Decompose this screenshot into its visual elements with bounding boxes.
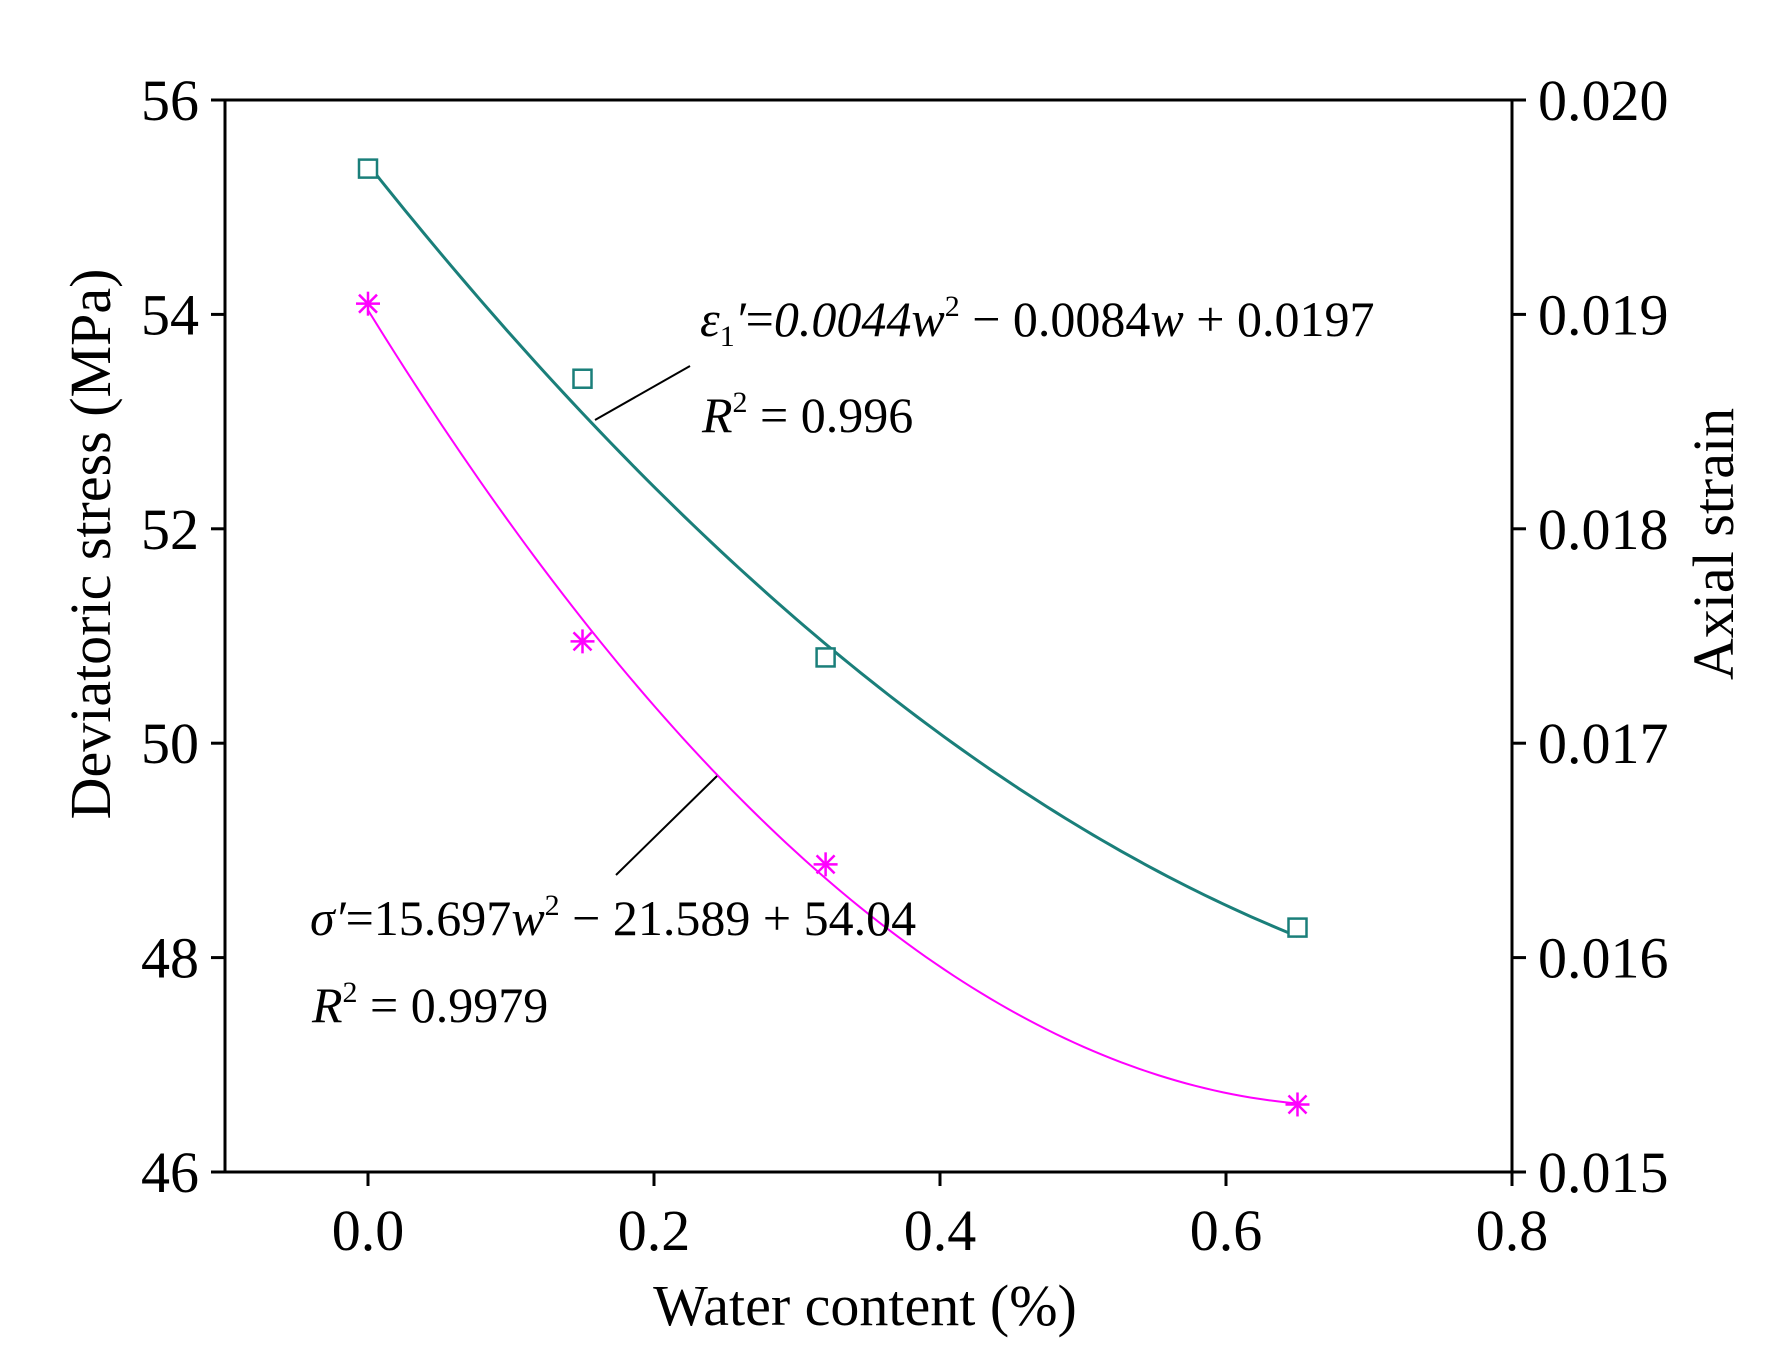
strain-equation-leader [594, 365, 691, 421]
axial-strain-point [572, 368, 593, 389]
x-tick-label: 0.4 [904, 1198, 977, 1263]
strain-eq-rest2: + 0.0197 [1184, 291, 1375, 347]
asterisk-stroke [815, 854, 836, 875]
x-tick-label: 0.6 [1190, 1198, 1263, 1263]
asterisk-stroke [358, 293, 378, 314]
x-tick-label: 0.2 [618, 1198, 691, 1263]
x-axis-title: Water content (%) [653, 1273, 1077, 1338]
stress-eq-superscript: 2 [545, 889, 560, 922]
stress-eq-coef: =15.697 [346, 890, 512, 946]
deviatoric-stress-point [356, 291, 380, 316]
strain-eq-subscript: 1 [720, 320, 735, 353]
strain-eq-var: w [911, 291, 944, 347]
strain-r2-superscript: 2 [733, 386, 748, 419]
left-y-axis-ticks: 46 48 50 52 54 56 [141, 68, 225, 1205]
left-y-tick-label: 52 [141, 497, 199, 562]
stress-r2-value: = 0.9979 [358, 977, 549, 1033]
stress-r2: R2 = 0.9979 [311, 976, 548, 1033]
left-y-tick-label: 46 [141, 1140, 199, 1205]
deviatoric-stress-point [570, 629, 595, 654]
strain-eq-rest1: − 0.0084 [960, 291, 1151, 347]
deviatoric-stress-fit-curve [367, 309, 1298, 1105]
strain-equation: ε1′=0.0044w2 − 0.0084w + 0.0197 [700, 290, 1374, 353]
strain-eq-lhs: ε [700, 291, 720, 347]
data-markers [356, 158, 1310, 1117]
stress-eq-var: w [511, 890, 544, 946]
strain-eq-superscript: 2 [945, 290, 960, 323]
asterisk-stroke [572, 631, 593, 652]
strain-eq-prime: ′ [735, 291, 747, 347]
x-tick-label: 0.0 [332, 1198, 405, 1263]
deviatoric-stress-point [1285, 1092, 1310, 1117]
axial-strain-point [357, 158, 379, 179]
axial-strain-fit-curve [366, 163, 1299, 938]
plot-border [223, 98, 1514, 1174]
stress-r2-var: R [311, 977, 343, 1033]
strain-eq-var2: w [1150, 291, 1183, 347]
left-y-tick-label: 50 [141, 711, 199, 776]
x-axis-ticks: 0.0 0.2 0.4 0.6 0.8 [332, 1172, 1549, 1263]
right-y-axis-title: Axial strain [1681, 408, 1746, 680]
strain-r2-var: R [701, 387, 733, 443]
right-y-tick-label: 0.017 [1538, 711, 1669, 776]
strain-r2-value: = 0.996 [748, 387, 914, 443]
asterisk-stroke [1287, 1094, 1308, 1115]
axial-strain-point [815, 647, 836, 668]
plot-frame [223, 98, 1514, 1174]
x-tick-label: 0.8 [1476, 1198, 1549, 1263]
stress-eq-rest: − 21.589 + 54.04 [560, 890, 916, 946]
stress-r2-superscript: 2 [343, 976, 358, 1009]
deviatoric-stress-point [813, 852, 838, 877]
left-y-tick-label: 54 [141, 282, 199, 347]
right-y-tick-label: 0.015 [1538, 1140, 1669, 1205]
right-y-axis-ticks: 0.015 0.016 0.017 0.018 0.019 0.020 [1512, 68, 1669, 1205]
right-y-tick-label: 0.016 [1538, 926, 1669, 991]
axial-strain-point [1287, 917, 1308, 938]
stress-eq-lhs: σ′ [310, 890, 347, 946]
strain-eq-equals: = [746, 291, 774, 347]
stress-equation-leader [615, 775, 718, 876]
strain-eq-coef: 0.0044 [774, 291, 912, 347]
left-y-tick-label: 48 [141, 926, 199, 991]
strain-r2: R2 = 0.996 [701, 386, 913, 443]
right-y-tick-label: 0.020 [1538, 68, 1669, 133]
right-y-tick-label: 0.019 [1538, 282, 1669, 347]
right-y-tick-label: 0.018 [1538, 497, 1669, 562]
left-y-tick-label: 56 [141, 68, 199, 133]
stress-equation: σ′=15.697w2 − 21.589 + 54.04 [310, 889, 916, 946]
left-y-axis-title: Deviatoric stress (MPa) [58, 269, 123, 820]
